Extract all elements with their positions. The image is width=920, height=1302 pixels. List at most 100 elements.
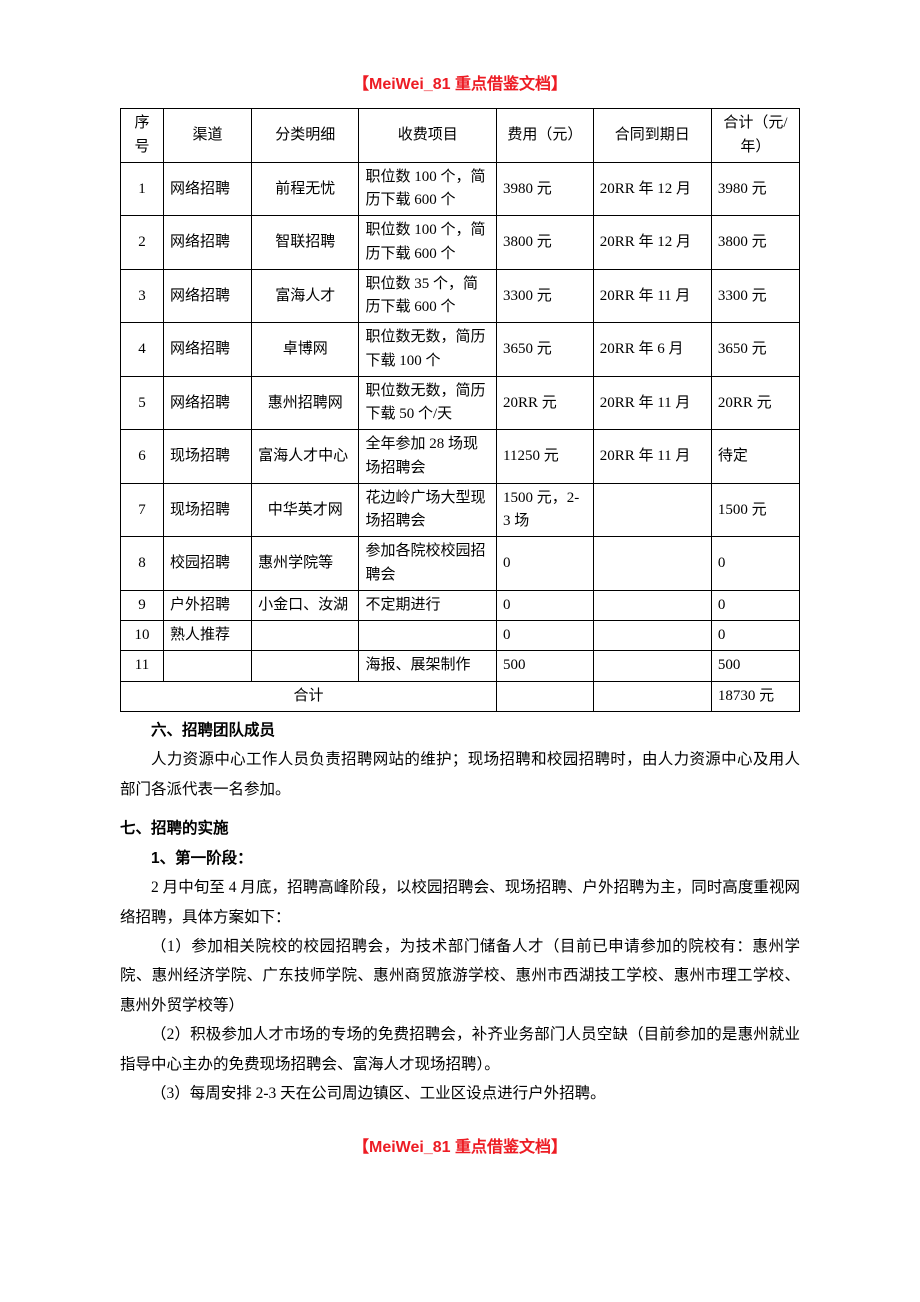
table-row: 4网络招聘卓博网职位数无数，简历下载 100 个3650 元20RR 年 6 月… [121, 323, 800, 377]
table-cell: 小金口、汝湖 [252, 590, 359, 620]
table-cell: 富海人才中心 [252, 430, 359, 484]
col-date: 合同到期日 [593, 109, 711, 163]
col-chan: 渠道 [163, 109, 251, 163]
section-7-p3: （2）积极参加人才市场的专场的免费招聘会，补齐业务部门人员空缺（目前参加的是惠州… [120, 1020, 800, 1079]
table-cell: 3300 元 [497, 269, 594, 323]
table-cell: 0 [711, 537, 799, 591]
table-cell: 网络招聘 [163, 269, 251, 323]
col-fee: 费用（元） [497, 109, 594, 163]
table-cell: 校园招聘 [163, 537, 251, 591]
table-cell: 3980 元 [497, 162, 594, 216]
table-cell: 20RR 年 11 月 [593, 269, 711, 323]
table-cell [252, 621, 359, 651]
table-cell: 500 [497, 651, 594, 681]
table-row: 3网络招聘富海人才职位数 35 个，简历下载 600 个3300 元20RR 年… [121, 269, 800, 323]
table-header-row: 序号 渠道 分类明细 收费项目 费用（元） 合同到期日 合计（元/年） [121, 109, 800, 163]
table-cell: 惠州学院等 [252, 537, 359, 591]
table-cell: 1500 元 [711, 483, 799, 537]
table-cell [593, 651, 711, 681]
table-cell: 20RR 年 11 月 [593, 430, 711, 484]
table-cell: 职位数 35 个，简历下载 600 个 [359, 269, 497, 323]
section-7-title: 七、招聘的实施 [120, 814, 800, 843]
table-cell: 3650 元 [711, 323, 799, 377]
table-row: 7现场招聘中华英才网花边岭广场大型现场招聘会1500 元，2-3 场1500 元 [121, 483, 800, 537]
table-cell: 职位数无数，简历下载 100 个 [359, 323, 497, 377]
table-row: 11海报、展架制作500500 [121, 651, 800, 681]
table-cell: 6 [121, 430, 164, 484]
table-cell: 20RR 年 6 月 [593, 323, 711, 377]
table-cell: 3 [121, 269, 164, 323]
table-cell: 不定期进行 [359, 590, 497, 620]
table-cell: 惠州招聘网 [252, 376, 359, 430]
table-totals-row: 合计 18730 元 [121, 681, 800, 711]
table-cell: 熟人推荐 [163, 621, 251, 651]
section-6-title: 六、招聘团队成员 [120, 716, 800, 745]
table-row: 1网络招聘前程无忧职位数 100 个，简历下载 600 个3980 元20RR … [121, 162, 800, 216]
table-cell: 智联招聘 [252, 216, 359, 270]
table-cell: 现场招聘 [163, 483, 251, 537]
table-cell [593, 537, 711, 591]
totals-blank-1 [497, 681, 594, 711]
col-item: 收费项目 [359, 109, 497, 163]
table-cell: 全年参加 28 场现场招聘会 [359, 430, 497, 484]
totals-value: 18730 元 [711, 681, 799, 711]
table-cell: 3980 元 [711, 162, 799, 216]
table-row: 9户外招聘小金口、汝湖不定期进行00 [121, 590, 800, 620]
table-cell: 卓博网 [252, 323, 359, 377]
table-cell: 3800 元 [711, 216, 799, 270]
table-cell: 2 [121, 216, 164, 270]
table-cell: 8 [121, 537, 164, 591]
col-cat: 分类明细 [252, 109, 359, 163]
table-cell: 0 [711, 621, 799, 651]
totals-label: 合计 [121, 681, 497, 711]
table-cell: 前程无忧 [252, 162, 359, 216]
table-cell: 3800 元 [497, 216, 594, 270]
section-7-p2: （1）参加相关院校的校园招聘会，为技术部门储备人才（目前已申请参加的院校有：惠州… [120, 932, 800, 1020]
table-cell: 1500 元，2-3 场 [497, 483, 594, 537]
recruitment-budget-table: 序号 渠道 分类明细 收费项目 费用（元） 合同到期日 合计（元/年） 1网络招… [120, 108, 800, 712]
table-cell: 5 [121, 376, 164, 430]
table-cell: 花边岭广场大型现场招聘会 [359, 483, 497, 537]
table-cell: 9 [121, 590, 164, 620]
table-cell: 0 [497, 537, 594, 591]
table-cell: 10 [121, 621, 164, 651]
table-cell: 0 [711, 590, 799, 620]
table-cell: 20RR 元 [497, 376, 594, 430]
section-7-sub1: 1、第一阶段： [120, 844, 800, 873]
section-6-para: 人力资源中心工作人员负责招聘网站的维护；现场招聘和校园招聘时，由人力资源中心及用… [120, 745, 800, 804]
table-cell: 网络招聘 [163, 162, 251, 216]
table-cell: 4 [121, 323, 164, 377]
table-cell: 20RR 年 11 月 [593, 376, 711, 430]
table-cell: 11 [121, 651, 164, 681]
totals-blank-2 [593, 681, 711, 711]
table-cell [593, 590, 711, 620]
table-cell: 20RR 年 12 月 [593, 162, 711, 216]
table-cell: 0 [497, 590, 594, 620]
col-seq: 序号 [121, 109, 164, 163]
section-7-p1: 2 月中旬至 4 月底，招聘高峰阶段，以校园招聘会、现场招聘、户外招聘为主，同时… [120, 873, 800, 932]
table-cell: 参加各院校校园招聘会 [359, 537, 497, 591]
table-cell: 11250 元 [497, 430, 594, 484]
table-row: 5网络招聘惠州招聘网职位数无数，简历下载 50 个/天20RR 元20RR 年 … [121, 376, 800, 430]
table-cell [163, 651, 251, 681]
table-cell: 职位数无数，简历下载 50 个/天 [359, 376, 497, 430]
table-row: 2网络招聘智联招聘职位数 100 个，简历下载 600 个3800 元20RR … [121, 216, 800, 270]
section-7-p4: （3）每周安排 2-3 天在公司周边镇区、工业区设点进行户外招聘。 [120, 1079, 800, 1108]
table-cell: 网络招聘 [163, 323, 251, 377]
table-cell [359, 621, 497, 651]
table-cell [252, 651, 359, 681]
table-cell: 海报、展架制作 [359, 651, 497, 681]
table-row: 10熟人推荐 0 0 [121, 621, 800, 651]
table-cell [593, 483, 711, 537]
doc-footer: 【MeiWei_81 重点借鉴文档】 [120, 1133, 800, 1163]
page: 【MeiWei_81 重点借鉴文档】 序号 渠道 分类明细 收费项目 费用（元）… [0, 0, 920, 1223]
table-cell: 0 [497, 621, 594, 651]
table-cell: 户外招聘 [163, 590, 251, 620]
table-body: 1网络招聘前程无忧职位数 100 个，简历下载 600 个3980 元20RR … [121, 162, 800, 681]
table-cell: 中华英才网 [252, 483, 359, 537]
table-row: 6现场招聘富海人才中心全年参加 28 场现场招聘会11250 元20RR 年 1… [121, 430, 800, 484]
table-cell: 3650 元 [497, 323, 594, 377]
doc-header: 【MeiWei_81 重点借鉴文档】 [120, 70, 800, 100]
table-cell: 现场招聘 [163, 430, 251, 484]
table-cell: 1 [121, 162, 164, 216]
